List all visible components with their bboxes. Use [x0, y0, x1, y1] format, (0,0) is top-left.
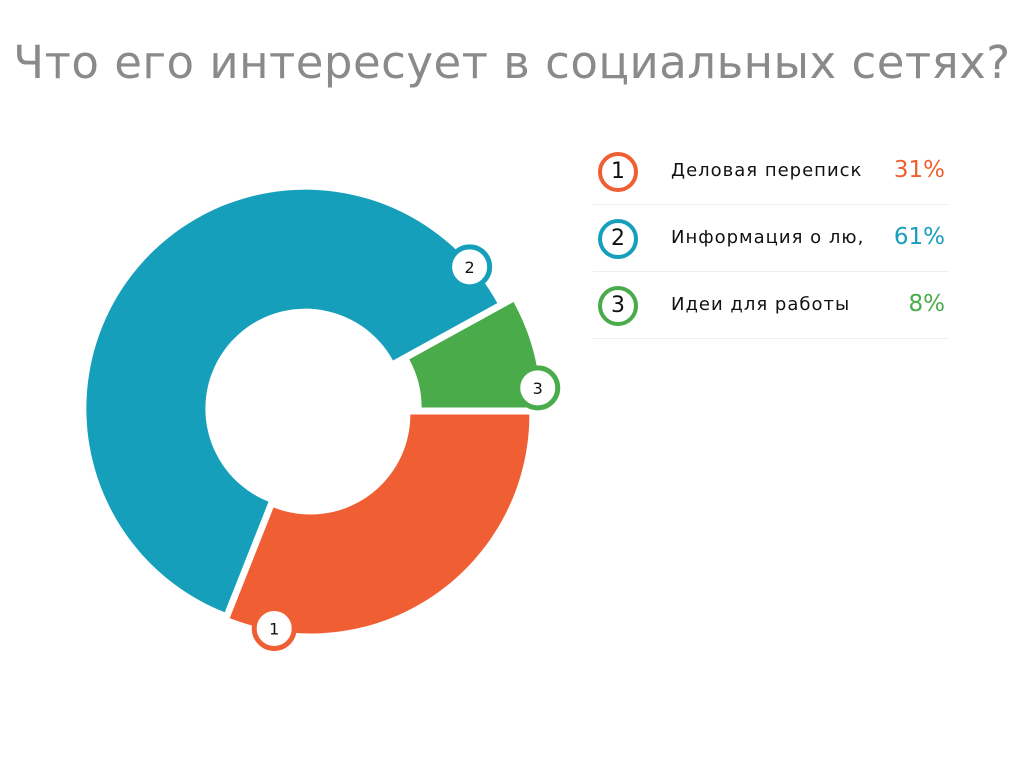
slice-1 — [229, 414, 530, 634]
legend-row-2: 2 Информация о лю, 61% — [593, 205, 949, 272]
legend-value-3: 8% — [908, 291, 946, 317]
legend-label-2: Информация о лю, — [671, 227, 865, 248]
donut-chart: 1 2 3 — [86, 189, 561, 651]
slice-badge-circle-3 — [515, 365, 561, 411]
legend-label-1: Деловая переписк — [671, 160, 863, 181]
legend-value-1: 31% — [893, 157, 945, 183]
chart-title: Что его интересует в социальных сетях? — [13, 36, 1011, 89]
legend-value-2: 61% — [893, 224, 945, 250]
slice-badge-label-2: 2 — [465, 258, 475, 277]
legend-badge-1: 1 — [598, 152, 638, 192]
legend-row-1: 1 Деловая переписк 31% — [593, 138, 949, 205]
slice-3 — [409, 301, 541, 408]
slice-badge-1: 1 — [251, 605, 297, 651]
slice-badge-2: 2 — [447, 244, 493, 290]
slice-badge-circle-2 — [447, 244, 493, 290]
slice-2 — [86, 189, 498, 613]
legend-badge-2: 2 — [598, 219, 638, 259]
legend-row-3: 3 Идеи для работы 8% — [593, 272, 949, 339]
slice-badge-label-3: 3 — [533, 379, 543, 398]
slice-badge-label-1: 1 — [269, 619, 279, 638]
slice-badge-3: 3 — [515, 365, 561, 411]
legend-label-3: Идеи для работы — [671, 294, 851, 315]
slice-badge-circle-1 — [251, 605, 297, 651]
legend: 1 Деловая переписк 31% 2 Информация о лю… — [593, 138, 949, 339]
legend-badge-3: 3 — [598, 286, 638, 326]
